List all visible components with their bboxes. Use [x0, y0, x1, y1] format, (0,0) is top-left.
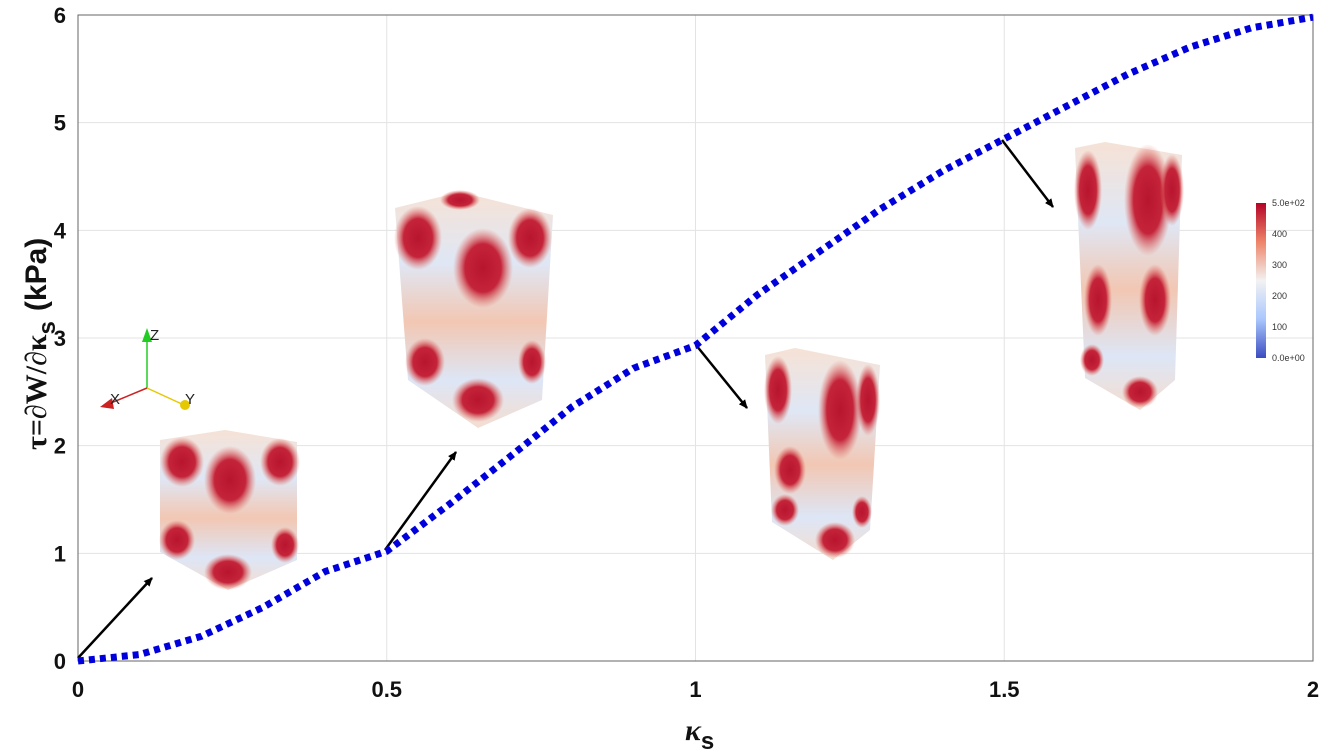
x-axis-subscript: s [701, 728, 714, 755]
colorbar-label-4: 100 [1272, 322, 1287, 332]
y-tick-label-1: 1 [54, 541, 66, 566]
x-tick-label-2: 1 [689, 677, 701, 702]
arrow-1 [695, 344, 748, 409]
x-tick-label-3: 1.5 [989, 677, 1020, 702]
colorbar-label-5: 0.0e+00 [1272, 353, 1305, 363]
inset-prism-1 [764, 348, 880, 560]
colorbar-label-0: 5.0e+02 [1272, 198, 1305, 208]
colorbar: 5.0e+02 400 300 200 100 0.0e+00 [1256, 198, 1305, 363]
axes-triad: Z X Y [100, 327, 195, 410]
colorbar-label-2: 300 [1272, 260, 1287, 270]
arrows [77, 139, 1054, 659]
triad-x-label: X [110, 391, 120, 408]
y-axis-symbol: τ=∂W/∂κ [20, 334, 53, 450]
y-tick-label-4: 4 [54, 218, 67, 243]
arrow-05 [383, 451, 458, 551]
arrow-15 [1001, 139, 1054, 208]
arrow-0 [77, 577, 153, 659]
colorbar-label-1: 400 [1272, 229, 1287, 239]
x-tick-labels: 0 0.5 1 1.5 2 [72, 677, 1319, 702]
series-line [77, 13, 1314, 665]
triad-y-label: Y [185, 391, 195, 408]
colorbar-label-3: 200 [1272, 291, 1287, 301]
insets [159, 142, 1184, 590]
plot-frame [77, 14, 1314, 662]
y-tick-label-5: 5 [54, 111, 66, 136]
y-axis-title: τ=∂W/∂κs (kPa) [20, 238, 61, 450]
x-tick-label-1: 0.5 [371, 677, 402, 702]
triad-z-label: Z [150, 327, 159, 344]
x-tick-label-4: 2 [1307, 677, 1319, 702]
inset-prism-05 [394, 190, 553, 428]
y-tick-labels: 0 1 2 3 4 5 6 [54, 3, 67, 674]
colorbar-gradient [1256, 203, 1266, 358]
inset-prism-15 [1074, 142, 1184, 410]
y-axis-subscript: s [34, 321, 61, 334]
inset-cube-0 [159, 430, 300, 590]
y-tick-label-3: 3 [54, 326, 66, 351]
x-axis-title: κs [685, 714, 714, 755]
y-tick-label-0: 0 [54, 649, 66, 674]
y-axis-unit: (kPa) [20, 238, 53, 311]
y-tick-label-6: 6 [54, 3, 66, 28]
x-axis-symbol: κ [685, 714, 702, 747]
y-tick-label-2: 2 [54, 434, 66, 459]
x-tick-label-0: 0 [72, 677, 84, 702]
